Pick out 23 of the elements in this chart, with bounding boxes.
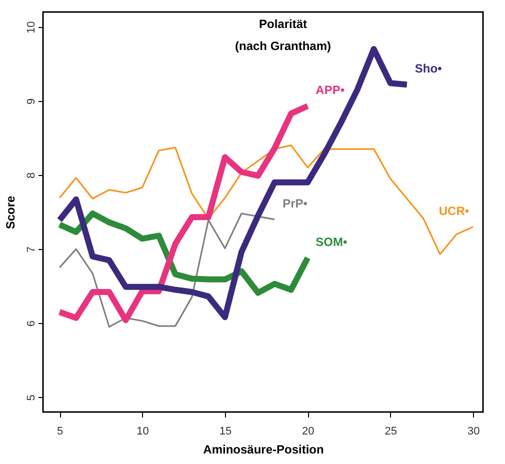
x-tick-label: 10 [136, 426, 149, 438]
y-tick-label: 6 [26, 320, 38, 327]
y-tick-label: 8 [26, 172, 38, 179]
series-label: Sho• [414, 62, 442, 76]
series-label: SOM• [316, 234, 348, 249]
y-tick-label: 7 [26, 246, 38, 253]
series-label: PrP• [282, 196, 308, 210]
series-label: APP• [316, 83, 345, 98]
x-tick-label: 5 [56, 426, 64, 438]
series-label: UCR• [438, 204, 470, 218]
x-axis-title: Aminosäure-Position [203, 442, 324, 456]
x-tick-label: 20 [302, 426, 314, 438]
y-axis-title: Score [4, 196, 18, 230]
text: (nach Grantham) [234, 39, 332, 53]
text: Polarität [258, 17, 308, 31]
y-tick-label: 9 [26, 98, 38, 104]
line-series [58, 144, 474, 256]
x-tick-label: 25 [384, 426, 397, 438]
x-tick-label: 15 [219, 426, 232, 438]
x-tick-label: 30 [467, 426, 480, 438]
y-tick-label: 5 [26, 394, 38, 401]
line-series [58, 212, 276, 328]
y-tick-label: 10 [26, 21, 38, 34]
